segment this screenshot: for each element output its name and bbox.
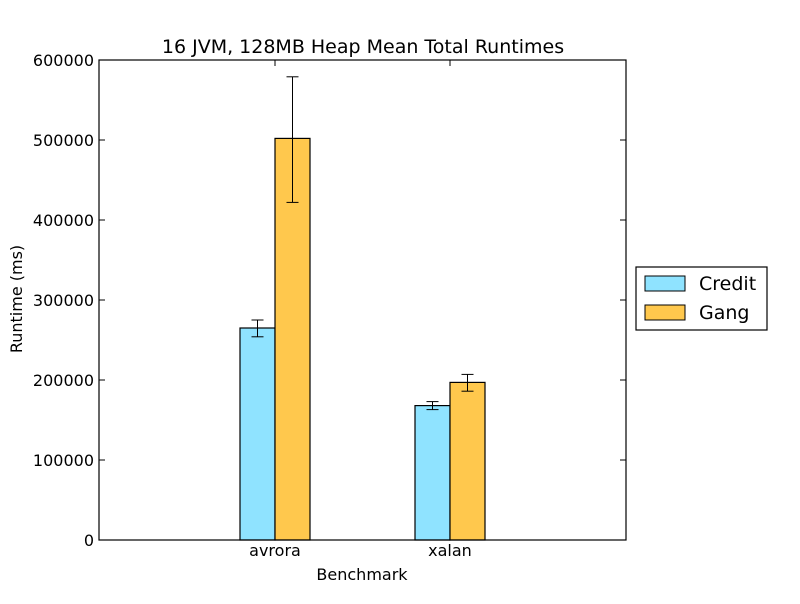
y-tick-label: 400000	[33, 211, 94, 230]
bar-gang-avrora	[274, 137, 311, 541]
chart-title: 16 JVM, 128MB Heap Mean Total Runtimes	[162, 36, 564, 58]
x-tick-label: avrora	[249, 541, 301, 560]
y-tick-label: 0	[84, 531, 94, 550]
x-tick-label: xalan	[428, 541, 472, 560]
y-tick-label: 300000	[33, 291, 94, 310]
plot-frame	[98, 59, 627, 541]
legend: Credit Gang	[635, 266, 768, 331]
legend-swatch-credit	[644, 275, 686, 292]
y-tick-label: 200000	[33, 371, 94, 390]
bar-credit-avrora	[239, 327, 276, 541]
x-axis-ticks: avrora xalan	[249, 60, 472, 560]
y-tick-label: 500000	[33, 131, 94, 150]
y-axis-label: Runtime (ms)	[7, 245, 26, 353]
legend-swatch-gang	[644, 304, 686, 321]
bar-credit-xalan	[414, 405, 451, 541]
legend-label-credit: Credit	[699, 273, 756, 295]
error-bars	[251, 76, 474, 411]
legend-label-gang: Gang	[699, 302, 749, 324]
y-tick-label: 600000	[33, 51, 94, 70]
y-tick-label: 100000	[33, 451, 94, 470]
bar-gang-xalan	[449, 381, 486, 541]
bar-series	[239, 137, 486, 541]
y-axis-ticks: 0 100000 200000 300000 400000 500000 600000	[33, 51, 626, 550]
x-axis-label: Benchmark	[316, 565, 408, 584]
